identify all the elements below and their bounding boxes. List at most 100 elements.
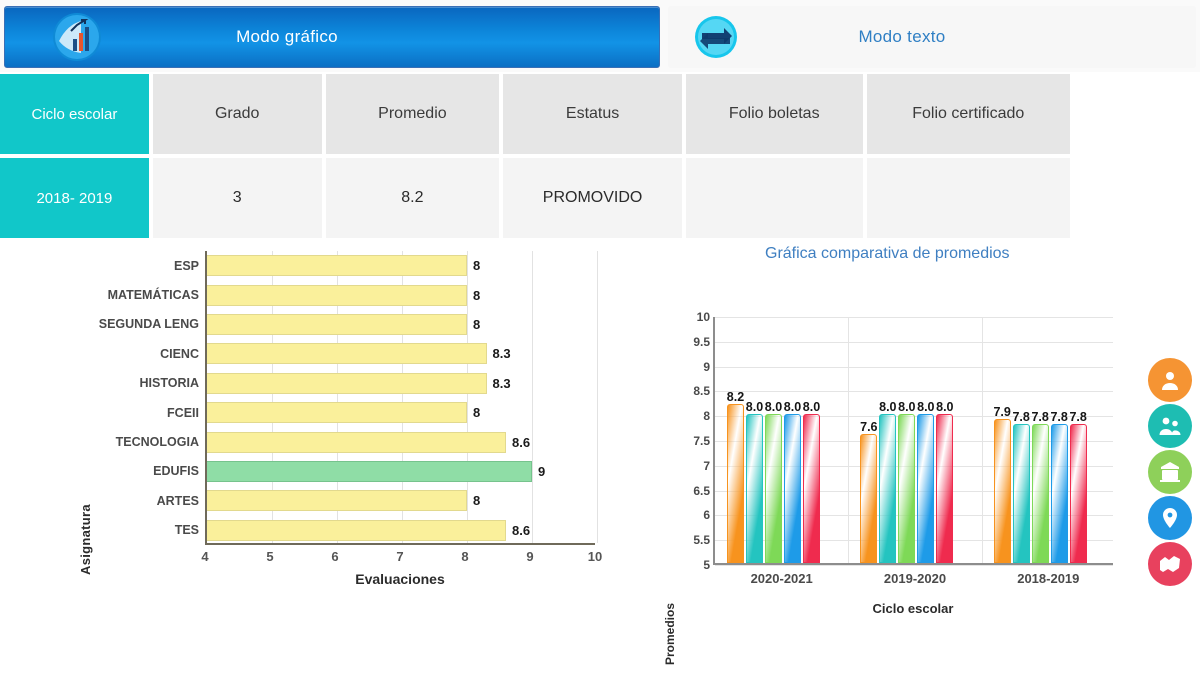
subject-bar-value: 8	[473, 316, 481, 332]
average-bar-value: 8.0	[936, 400, 954, 415]
refresh-swap-icon	[690, 11, 742, 63]
average-bar: 8.0	[879, 400, 897, 563]
x-axis-tick: 9	[526, 549, 534, 564]
average-bar: 7.6	[860, 420, 878, 563]
subject-bar	[207, 490, 467, 512]
average-bar-value: 7.6	[860, 420, 878, 435]
subject-bar-value: 8	[473, 258, 481, 274]
subject-bar-row: EDUFIS 9	[153, 457, 595, 486]
gridline	[848, 317, 850, 563]
header-ciclo-escolar: Ciclo escolar	[0, 74, 149, 154]
subject-label: TECNOLOGIA	[115, 435, 199, 450]
school-icon[interactable]	[1148, 450, 1192, 494]
subject-chart-xticks: 4 5 6 7 8 9 10	[201, 549, 602, 569]
tab-modo-texto[interactable]: Modo texto	[668, 6, 1196, 68]
subject-bar	[207, 343, 487, 365]
y-axis-tick: 10	[696, 310, 710, 324]
average-bar: 8.0	[765, 400, 782, 563]
group-icon[interactable]	[1148, 404, 1192, 448]
table-row[interactable]: 2018- 2019 3 8.2 PROMOVIDO	[0, 158, 1070, 238]
average-bar-value: 8.0	[783, 400, 802, 415]
subject-bar-value: 8.6	[512, 522, 531, 538]
map-region-icon[interactable]	[1148, 542, 1192, 586]
subject-bar	[207, 460, 532, 482]
subject-bar-value: 8.6	[512, 434, 531, 450]
y-axis-tick: 9	[703, 359, 710, 374]
average-bar-value: 7.8	[1012, 410, 1030, 425]
cell-ciclo-escolar: 2018- 2019	[0, 158, 149, 238]
average-bar: 8.0	[784, 400, 801, 563]
cycle-bar-group: 8.2 8.0 8.0 8.0 8.0 2020-2021	[727, 390, 836, 586]
x-axis-tick: 4	[201, 549, 209, 564]
subject-label: EDUFIS	[153, 464, 199, 479]
y-axis-tick: 5	[703, 558, 710, 572]
cycle-bar-group: 7.9 7.8 7.8 7.8 7.8 2018-2019	[993, 405, 1103, 586]
averages-chart-xlabel: Ciclo escolar	[872, 601, 954, 616]
average-bar: 8.0	[898, 400, 916, 563]
gridline	[532, 251, 533, 543]
subject-label: ESP	[173, 258, 199, 273]
y-axis-tick: 7	[703, 458, 710, 473]
subject-bar-value: 8.3	[492, 375, 511, 391]
header-promedio: Promedio	[325, 74, 500, 154]
y-axis-tick: 6.5	[693, 483, 710, 498]
subject-label: TES	[174, 523, 199, 538]
location-pin-icon[interactable]	[1148, 496, 1192, 540]
subject-bar	[207, 313, 467, 335]
table-header-row: Ciclo escolar Grado Promedio Estatus Fol…	[0, 74, 1070, 154]
y-axis-tick: 7.5	[693, 434, 710, 448]
x-axis-tick: 8	[461, 549, 469, 564]
gridline	[715, 391, 1113, 393]
average-bar-value: 8.2	[726, 390, 745, 405]
x-axis-tick: 5	[266, 549, 274, 564]
x-axis-tick: 10	[587, 549, 603, 564]
gridline	[337, 251, 338, 543]
gridline	[272, 251, 273, 543]
tab-modo-grafico[interactable]: Modo gráfico	[4, 6, 660, 68]
average-bar-value: 8.0	[764, 400, 783, 415]
quick-actions-rail	[1148, 358, 1194, 586]
tab-modo-texto-label: Modo texto	[858, 27, 946, 46]
average-bar: 7.8	[1031, 410, 1049, 563]
average-bar-value: 7.8	[1069, 410, 1087, 425]
gridline	[715, 366, 1113, 368]
subject-bar	[207, 284, 467, 306]
summary-table: Ciclo escolar Grado Promedio Estatus Fol…	[0, 74, 1070, 240]
subject-bar	[207, 519, 506, 541]
average-bar-value: 8.0	[802, 400, 821, 415]
y-axis-tick: 8.5	[693, 384, 710, 399]
subject-chart-xlabel: Evaluaciones	[355, 571, 445, 587]
x-axis-tick: 6	[331, 549, 339, 564]
subject-chart-plot: ESP 8 MATEMÁTICAS 8 SEGUNDA LENG 8 CIENC 8.3 HIS…	[99, 251, 598, 545]
subject-label: FCEII	[167, 405, 199, 420]
average-bar: 7.8	[1012, 410, 1030, 563]
subject-bar-row: TES 8.6	[175, 516, 595, 545]
subject-bar-row: ARTES 8	[157, 486, 595, 515]
subject-bar-row: MATEMÁTICAS 8	[108, 280, 595, 309]
averages-chart-plot: 5 5.5 6 6.5 7 7.5 8 8.5 9 9.5 10 8.2 8.0 8.0 8.0 8.0 202…	[693, 310, 1113, 586]
average-bar: 8.0	[746, 400, 763, 563]
subject-bar-value: 8	[473, 405, 481, 421]
subject-label: MATEMÁTICAS	[107, 288, 199, 303]
average-bar-value: 7.8	[1050, 410, 1068, 425]
cell-grado: 3	[152, 158, 322, 238]
cell-estatus: PROMOVIDO	[503, 158, 682, 238]
subject-bar-value: 8	[473, 287, 481, 303]
x-axis-tick: 7	[396, 549, 404, 564]
subject-bar	[207, 255, 467, 277]
gridline	[597, 251, 598, 543]
y-axis-tick: 5.5	[693, 533, 710, 548]
mode-tabbar: Modo gráfico Modo texto	[0, 0, 1200, 72]
subject-bar-row: HISTORIA 8.3	[140, 369, 595, 398]
cycle-category-label: 2020-2021	[750, 571, 813, 586]
header-folio-certificado: Folio certificado	[866, 74, 1070, 154]
gridline	[715, 317, 1113, 318]
cycle-category-label: 2018-2019	[1017, 571, 1080, 586]
averages-comparison-chart: Gráfica comparativa de promedios Promedi…	[655, 245, 1145, 665]
cell-folio-certificado	[866, 158, 1070, 238]
subject-label: ARTES	[156, 493, 199, 508]
student-icon[interactable]	[1148, 358, 1192, 402]
y-axis-tick: 9.5	[693, 334, 710, 349]
header-grado: Grado	[152, 74, 322, 154]
gridline	[715, 341, 1113, 343]
